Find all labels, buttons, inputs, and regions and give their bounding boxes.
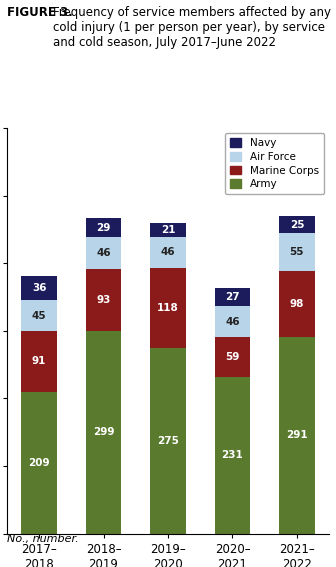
Text: 29: 29 <box>96 223 111 232</box>
Text: 46: 46 <box>161 247 175 257</box>
Legend: Navy, Air Force, Marine Corps, Army: Navy, Air Force, Marine Corps, Army <box>225 133 324 194</box>
Text: 93: 93 <box>96 295 111 305</box>
Bar <box>279 337 314 534</box>
Bar <box>22 301 57 331</box>
Bar <box>279 234 314 270</box>
Text: 275: 275 <box>157 435 179 446</box>
Text: 98: 98 <box>290 299 304 308</box>
Text: 46: 46 <box>96 248 111 258</box>
Bar <box>22 276 57 301</box>
Bar <box>86 331 121 534</box>
Text: 59: 59 <box>225 353 240 362</box>
Text: 55: 55 <box>290 247 304 257</box>
Text: 21: 21 <box>161 225 175 235</box>
Text: 231: 231 <box>221 450 243 460</box>
Bar <box>22 392 57 534</box>
Text: 45: 45 <box>32 311 46 320</box>
Text: FIGURE 3.: FIGURE 3. <box>7 6 73 19</box>
Bar <box>86 218 121 238</box>
Text: 46: 46 <box>225 317 240 327</box>
Text: 36: 36 <box>32 283 46 293</box>
Bar <box>150 237 186 268</box>
Bar <box>215 288 250 306</box>
Text: 27: 27 <box>225 292 240 302</box>
Bar <box>150 223 186 237</box>
Text: 291: 291 <box>286 430 308 440</box>
Text: 209: 209 <box>28 458 50 468</box>
Text: No., number.: No., number. <box>7 534 78 544</box>
Bar <box>215 306 250 337</box>
Bar <box>215 378 250 534</box>
Bar <box>279 270 314 337</box>
Text: 25: 25 <box>290 220 304 230</box>
Text: 118: 118 <box>157 303 179 313</box>
Text: 91: 91 <box>32 357 46 366</box>
Bar <box>22 331 57 392</box>
Text: 299: 299 <box>93 428 114 438</box>
Bar <box>150 348 186 534</box>
Bar <box>279 217 314 234</box>
Text: Frequency of service members affected by any cold injury (1 per person per year): Frequency of service members affected by… <box>53 6 332 49</box>
Bar <box>150 268 186 348</box>
Bar <box>86 238 121 269</box>
Bar <box>215 337 250 378</box>
Bar <box>86 269 121 331</box>
